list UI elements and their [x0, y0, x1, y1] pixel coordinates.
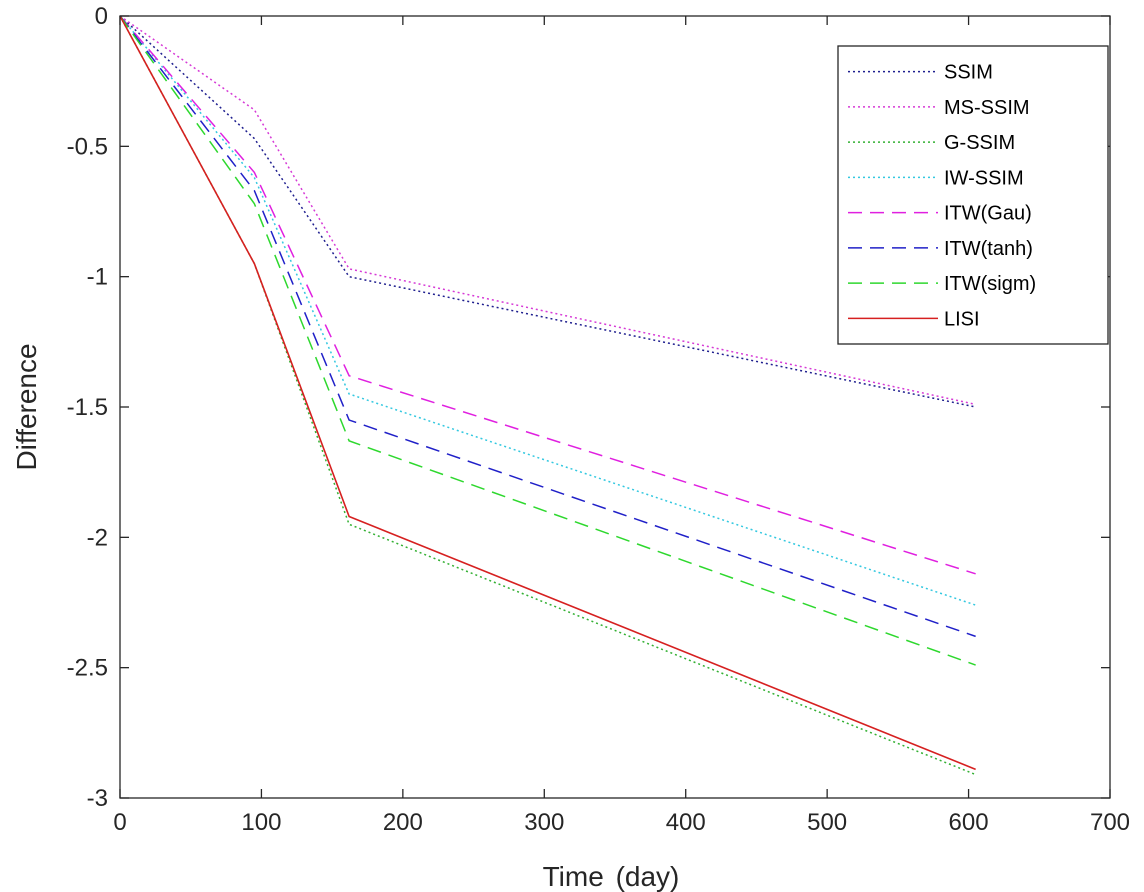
y-tick-label: -0.5: [67, 133, 108, 160]
legend-label: IW-SSIM: [944, 167, 1024, 189]
y-tick-label: -1: [87, 264, 108, 291]
y-tick-label: -2: [87, 524, 108, 551]
x-tick-label: 0: [113, 809, 126, 836]
x-tick-label: 200: [383, 809, 423, 836]
y-tick-label: -3: [87, 785, 108, 812]
x-tick-label: 400: [666, 809, 706, 836]
x-tick-label: 500: [807, 809, 847, 836]
series-line-ssim: [119, 15, 976, 408]
x-axis-title: Time (day): [543, 861, 680, 892]
y-tick-label: -1.5: [67, 394, 108, 421]
x-axis-label: Time: [543, 861, 604, 892]
y-axis-title: Difference: [11, 343, 42, 470]
legend-label: ITW(tanh): [944, 238, 1033, 260]
tick-layer: 0 100 200 300 400 500 600 700 0 -0.5 -1 -1.5 -2 -2.5 -…: [67, 3, 1130, 836]
legend-label: ITW(Gau): [944, 203, 1032, 225]
series-line-itw-sigm: [119, 15, 976, 666]
y-tick-label: -2.5: [67, 655, 108, 682]
x-tick-label: 600: [949, 809, 989, 836]
x-axis-unit: (day): [616, 861, 680, 892]
legend-label: LISI: [944, 308, 980, 330]
series-line-ms-ssim: [119, 15, 976, 406]
series-line-itw-gau: [119, 15, 976, 575]
series-layer: [119, 15, 976, 776]
legend-box: [837, 45, 1109, 345]
legend-label: ITW(sigm): [944, 273, 1036, 295]
series-line-iw-ssim: [119, 15, 976, 606]
legend-label: SSIM: [944, 62, 993, 84]
legend-label: G-SSIM: [944, 132, 1015, 154]
x-tick-label: 100: [241, 809, 281, 836]
legend-label: MS-SSIM: [944, 97, 1030, 119]
series-line-lisi: [119, 15, 976, 771]
y-tick-label: 0: [95, 3, 108, 30]
x-tick-label: 300: [524, 809, 564, 836]
series-line-itw-tanh: [119, 15, 976, 638]
legend: SSIM MS-SSIM G-SSIM IW-SSIM ITW(Gau) ITW(tanh…: [837, 45, 1109, 345]
x-tick-label: 700: [1090, 809, 1130, 836]
